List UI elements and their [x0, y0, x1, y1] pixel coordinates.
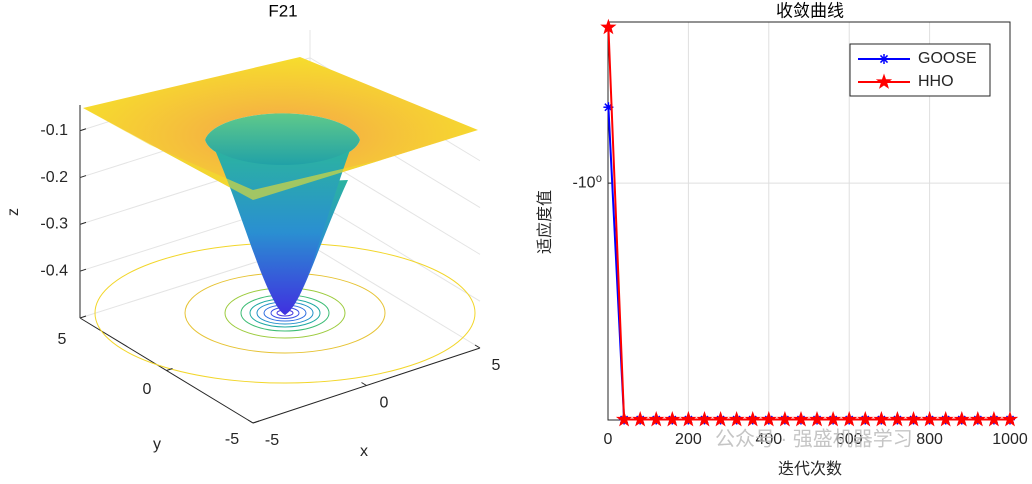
legend: GOOSE HHO	[849, 43, 991, 97]
y-axis-label: y	[153, 436, 161, 453]
z-tick	[79, 175, 87, 179]
x-axis-label: x	[360, 443, 368, 460]
x-tick	[361, 382, 367, 386]
marker	[648, 410, 665, 427]
x-tick-label: -5	[265, 432, 279, 449]
marker	[969, 410, 986, 427]
z-tick	[79, 128, 87, 132]
marker-stroke	[879, 54, 889, 64]
marker	[792, 410, 810, 427]
surface	[83, 57, 478, 315]
y-axis-label: 适应度值	[535, 190, 554, 254]
marker	[875, 73, 893, 89]
marker	[615, 410, 633, 427]
marker	[1001, 410, 1019, 427]
x-tick-label: 0	[380, 395, 389, 412]
x-tick-label: 600	[836, 431, 863, 448]
marker	[776, 410, 793, 427]
x-tick	[474, 344, 481, 349]
z-tick-label: -0.2	[40, 169, 68, 186]
z-tick-label: -0.4	[40, 262, 68, 279]
marker	[712, 410, 729, 427]
marker	[808, 410, 826, 427]
y-tick	[252, 420, 260, 424]
x-axis-label: 迭代次数	[778, 460, 842, 478]
marker	[857, 410, 874, 427]
marker	[921, 410, 938, 427]
chart-title: F21	[268, 1, 297, 20]
watermark: 公众号 · 强盛机器学习	[715, 427, 913, 450]
marker	[841, 410, 858, 427]
marker	[728, 410, 745, 427]
y-tick-label: -10⁰	[572, 174, 602, 191]
x-tick-label: 200	[675, 431, 702, 448]
marker	[937, 410, 954, 427]
marker	[905, 410, 922, 427]
marker	[889, 410, 906, 427]
marker	[664, 410, 681, 427]
x-tick-label: 800	[916, 431, 943, 448]
y-tick-label: -5	[225, 431, 239, 448]
x-tick-label: 5	[492, 357, 501, 374]
marker	[696, 410, 713, 427]
marker	[953, 410, 970, 427]
z-tick	[79, 268, 87, 272]
y-tick	[166, 368, 173, 371]
marker	[985, 410, 1003, 427]
y-tick	[79, 315, 87, 319]
z-axis-label: z	[5, 208, 22, 216]
x-tick-label: 1000	[992, 431, 1028, 448]
legend-label: HHO	[918, 73, 954, 90]
marker	[760, 410, 777, 427]
x-tick	[247, 419, 254, 424]
z-tick-label: -0.1	[40, 122, 68, 139]
marker	[744, 410, 761, 427]
line-axes: 收敛曲线 迭代次数 适应度值 0 200 400 600 800 1000 -10⁰ GOOS…	[535, 1, 1028, 478]
z-tick-label: -0.3	[40, 216, 68, 233]
y-tick-label: 0	[143, 381, 152, 398]
marker	[680, 410, 697, 427]
marker	[600, 18, 617, 35]
marker	[825, 410, 842, 427]
marker	[879, 54, 889, 64]
z-tick	[79, 221, 87, 225]
x-tick-label: 400	[755, 431, 782, 448]
marker	[873, 410, 890, 427]
y-tick-label: 5	[58, 331, 67, 348]
legend-box	[849, 43, 991, 97]
chart-title: 收敛曲线	[776, 1, 844, 20]
marker	[632, 410, 649, 427]
surface-axes: F21 x y z -0.4 -0.3 -0.2 -0.1 -5 0 5 -5 0 5	[5, 1, 500, 460]
legend-label: GOOSE	[918, 50, 977, 67]
x-tick-label: 0	[604, 431, 613, 448]
